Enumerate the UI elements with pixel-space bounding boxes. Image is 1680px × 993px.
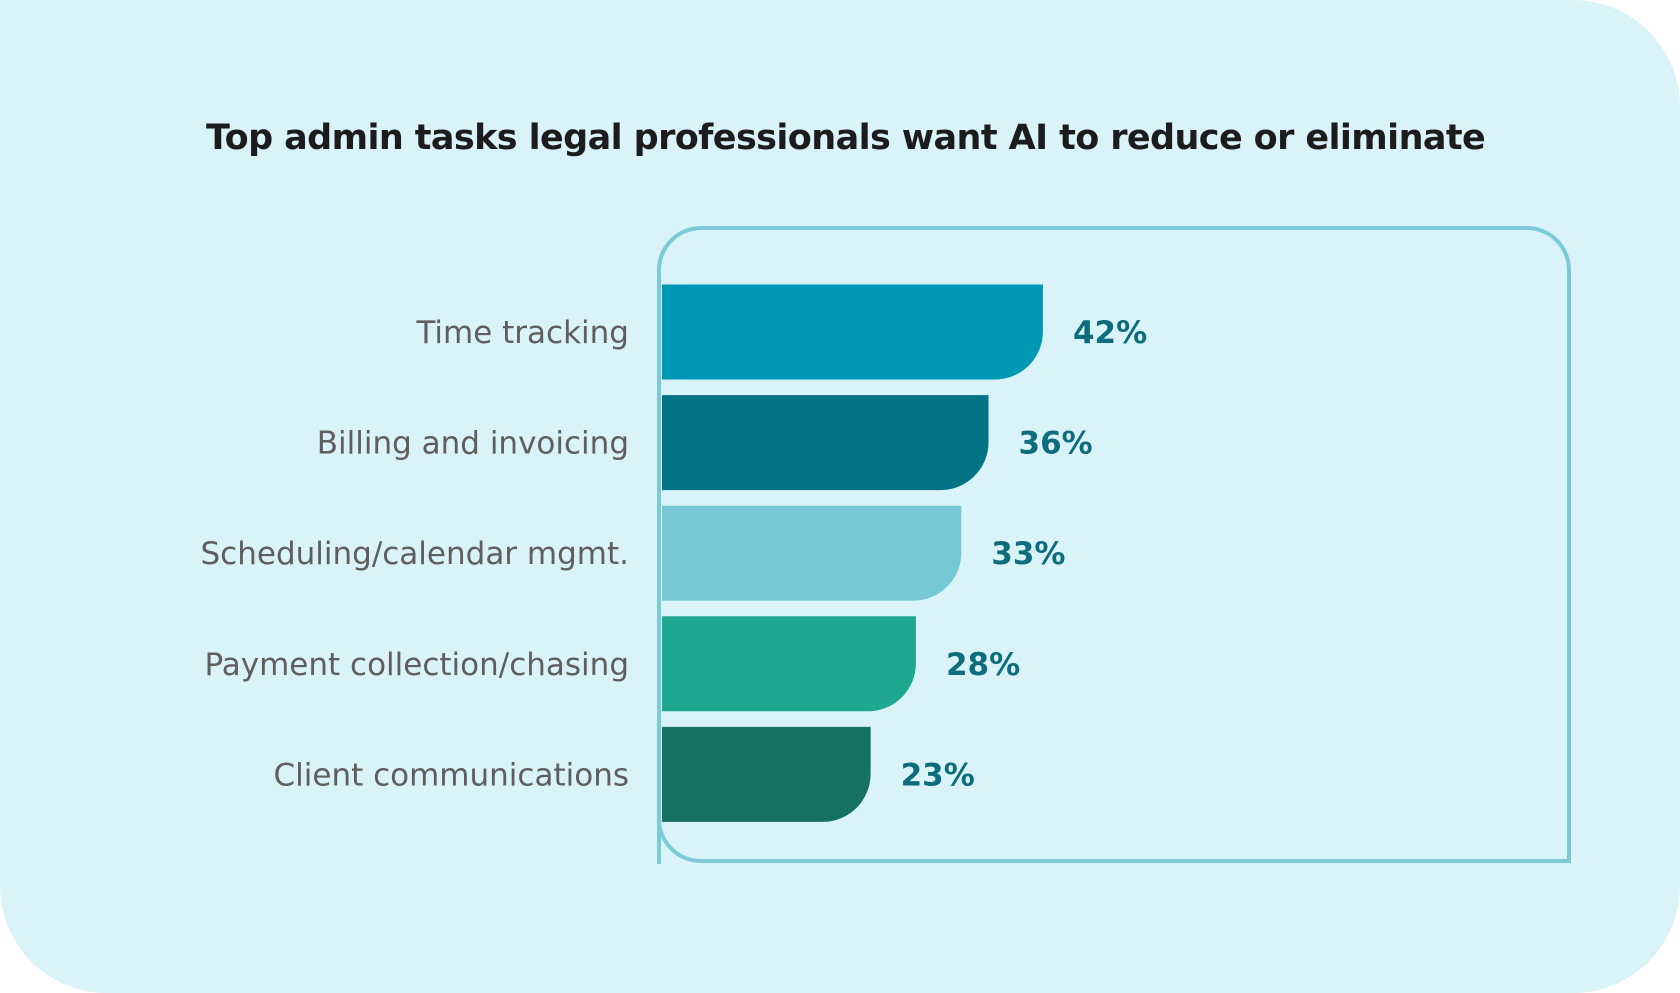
value-label: 36% [1019,426,1093,462]
value-label: 23% [901,757,975,793]
category-label: Billing and invoicing [317,426,629,462]
bars-group: Time tracking 42% Billing and invoicing 36%… [201,284,1147,822]
value-label: 42% [1073,315,1147,351]
chart-title: Top admin tasks legal professionals want… [206,118,1486,158]
bar-5 [662,726,871,822]
bar-3 [662,505,962,601]
category-label: Time tracking [415,315,629,351]
bar-2 [662,395,989,491]
bar-4 [662,616,916,712]
category-label: Scheduling/calendar mgmt. [201,536,630,572]
value-label: 33% [991,536,1065,572]
value-label: 28% [946,647,1020,683]
chart-frame [657,226,1571,864]
category-label: Client communications [274,757,630,793]
bar-1 [662,284,1043,380]
category-label: Payment collection/chasing [204,647,629,683]
